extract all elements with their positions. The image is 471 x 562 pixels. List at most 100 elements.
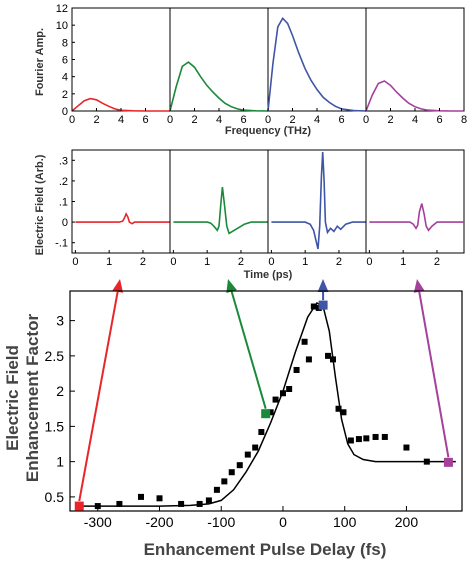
fourier-xtick-label: 0 <box>69 114 75 126</box>
fourier-xtick-label: 2 <box>191 114 197 126</box>
data-point <box>363 435 370 442</box>
link-arrow-shaft <box>230 291 267 409</box>
fourier-subpanel-frame <box>365 7 465 112</box>
highlighted-point <box>74 501 84 511</box>
field-xtick-label: 2 <box>238 256 244 268</box>
field-xtick-label: 1 <box>400 256 406 268</box>
enhancement-xtick-label: 100 <box>333 514 357 530</box>
data-point <box>236 462 243 469</box>
fourier-series-line <box>267 16 367 112</box>
data-point <box>340 409 347 416</box>
field-subpanel-frame <box>365 149 465 254</box>
highlighted-point <box>318 300 328 310</box>
data-point <box>272 396 279 403</box>
data-point <box>335 405 342 412</box>
field-xtick-label: 2 <box>336 256 342 268</box>
data-point <box>252 444 259 451</box>
enhancement-xlabel: Enhancement Pulse Delay (fs) <box>144 540 387 559</box>
data-point <box>228 469 235 476</box>
fourier-xtick-label: 2 <box>93 114 99 126</box>
data-point <box>178 500 185 507</box>
data-point <box>293 366 300 373</box>
data-point <box>267 409 274 416</box>
fourier-ytick-label: 0 <box>62 106 68 118</box>
fourier-panel: 0 2 4 6 0 2 4 6 8 10 12 0 2 4 6 0 2 4 6 0 2 4 6 8 <box>56 3 467 126</box>
data-point <box>244 451 251 458</box>
fourier-xtick-label: 4 <box>118 114 124 126</box>
field-xtick-label: 2 <box>434 256 440 268</box>
fourier-xtick-label: 2 <box>289 114 295 126</box>
field-series-line <box>173 187 268 235</box>
enhancement-xtick-label: 200 <box>395 514 419 530</box>
link-arrow-head <box>112 279 124 293</box>
link-arrow-head <box>226 279 237 294</box>
enhancement-ytick-label: 1.5 <box>45 418 65 434</box>
field-ytick-label: 0 <box>62 217 68 229</box>
link-arrow-shaft <box>418 291 450 458</box>
field-xtick-label: 1 <box>106 256 112 268</box>
fourier-xtick-label: 4 <box>412 114 418 126</box>
field-xtick-label: 0 <box>268 256 274 268</box>
link-arrow-head <box>413 279 425 293</box>
fourier-ytick-label: 10 <box>56 20 68 32</box>
data-point <box>221 478 228 485</box>
fourier-xtick-label: 2 <box>387 114 393 126</box>
enhancement-ytick-label: 0.5 <box>45 489 65 505</box>
field-series-line <box>369 203 464 232</box>
data-point <box>325 352 332 359</box>
fourier-xtick-label: 8 <box>461 114 467 126</box>
enhancement-ytick-label: 1 <box>56 454 64 470</box>
field-xlabel: Time (ps) <box>244 269 293 281</box>
data-point <box>196 500 203 507</box>
enhancement-panel: -300 -200 -100 0 100 200 0.5 1 1.5 2 2.5 3 <box>45 290 463 530</box>
fourier-ylabel: Fourier Amp. <box>34 28 46 96</box>
highlighted-point <box>261 409 271 419</box>
data-point <box>372 433 379 440</box>
fourier-ytick-label: 2 <box>62 89 68 101</box>
link-arrow-head <box>317 279 329 293</box>
field-series-line <box>271 152 366 250</box>
enhancement-xtick-label: -200 <box>145 514 173 530</box>
data-point <box>347 437 354 444</box>
enhancement-xtick-label: 0 <box>279 514 287 530</box>
enhancement-xtick-label: -100 <box>207 514 235 530</box>
field-ytick-label: -.1 <box>55 238 68 250</box>
data-point <box>213 486 220 493</box>
arrows-layer <box>78 279 450 502</box>
field-xtick-label: 0 <box>170 256 176 268</box>
field-xtick-label: 2 <box>140 256 146 268</box>
fourier-series-line <box>169 61 269 112</box>
field-subpanel-frame <box>169 149 269 254</box>
fourier-xtick-label: 6 <box>142 114 148 126</box>
data-point <box>329 356 336 363</box>
field-ylabel: Electric Field (Arb.) <box>34 154 46 255</box>
fourier-ytick-label: 4 <box>62 72 68 84</box>
enhancement-xtick-label: -300 <box>84 514 112 530</box>
field-panel: 0 1 2 -.1 0 .1 .2 .3 0 1 2 0 1 2 0 1 2 <box>55 149 465 268</box>
enhancement-frame <box>69 290 463 512</box>
link-arrow-shaft <box>78 291 119 502</box>
field-series-line <box>75 212 170 225</box>
enhancement-ytick-label: 2 <box>56 383 64 399</box>
field-ytick-label: .3 <box>59 155 68 167</box>
field-ytick-label: .2 <box>59 176 68 188</box>
fourier-xtick-label: 4 <box>314 114 320 126</box>
data-point <box>94 503 101 510</box>
highlighted-point <box>443 457 453 467</box>
fourier-xlabel: Frequency (THz) <box>225 125 312 137</box>
data-point <box>301 338 308 345</box>
fourier-ytick-label: 8 <box>62 37 68 49</box>
data-point <box>279 390 286 397</box>
field-xtick-label: 1 <box>204 256 210 268</box>
fourier-subpanel-frame <box>71 7 171 112</box>
fourier-xtick-label: 6 <box>240 114 246 126</box>
field-xtick-label: 0 <box>366 256 372 268</box>
field-xtick-label: 0 <box>72 256 78 268</box>
data-point <box>137 493 144 500</box>
enhancement-ylabel-line2: Enhancement Factor <box>23 314 42 483</box>
fourier-xtick-label: 0 <box>167 114 173 126</box>
fourier-subpanel-frame <box>169 7 269 112</box>
data-point <box>423 458 430 465</box>
field-subpanel-frame <box>267 149 367 254</box>
